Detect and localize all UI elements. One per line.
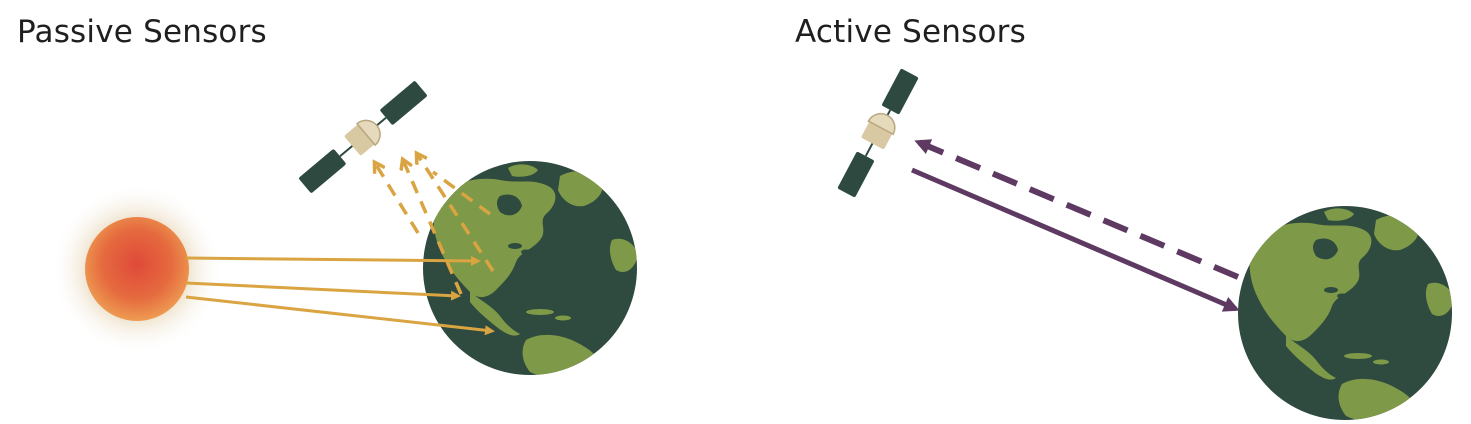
returned-signal-arrow [914,139,1240,280]
sun-icon [51,183,223,355]
emitted-signal-arrow [911,167,1240,312]
earth-icon [423,161,637,375]
satellite-icon [299,81,427,193]
reflected-rays [375,154,495,295]
earth-icon [1238,206,1452,420]
satellite-icon [837,68,919,198]
sunlight-rays [185,255,495,336]
active-sensors-title: Active Sensors [795,14,1026,50]
passive-sensors-title: Passive Sensors [17,14,267,50]
